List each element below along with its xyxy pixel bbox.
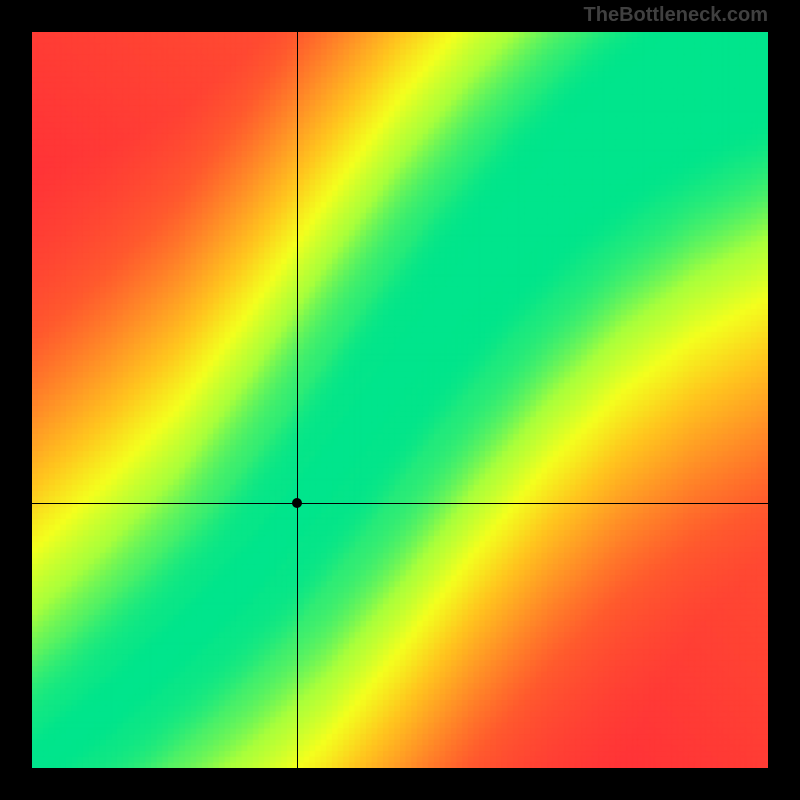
watermark-text: TheBottleneck.com [584,4,768,27]
data-point-marker [292,498,302,508]
chart-container: TheBottleneck.com [0,0,800,800]
crosshair-horizontal [32,503,768,504]
heatmap-canvas [32,32,768,768]
heatmap-plot [32,32,768,768]
crosshair-vertical [297,32,298,768]
